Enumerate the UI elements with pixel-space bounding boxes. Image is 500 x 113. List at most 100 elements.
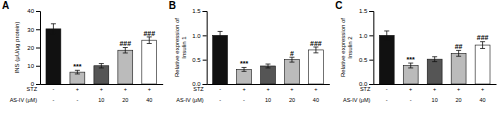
x-tick: 10 <box>265 97 271 103</box>
bar <box>46 29 61 84</box>
error-bar-stem <box>315 47 316 53</box>
error-bar-cap <box>480 41 485 42</box>
x-tick-label: + <box>242 86 245 92</box>
error-bar <box>456 50 461 56</box>
error-bar <box>313 47 318 53</box>
x-tick-label: - <box>386 97 388 103</box>
y-tick: 10 <box>27 63 40 69</box>
y-axis: 010203040 <box>27 8 40 87</box>
x-tick: + <box>76 86 79 92</box>
error-bar-stem <box>268 64 269 68</box>
error-bar-cap <box>51 33 56 34</box>
x-row-label: AS-IV (μM) <box>10 97 37 103</box>
x-tick-label: + <box>290 86 293 92</box>
error-bar-cap <box>289 62 294 63</box>
y-axis-title-line: INS (μU/μg protein) <box>14 22 20 74</box>
x-tick: - <box>52 86 54 92</box>
x-tick-label: - <box>386 86 388 92</box>
x-tick: + <box>433 86 436 92</box>
y-axis-title: INS (μU/μg protein) <box>14 22 20 74</box>
x-tick-label: - <box>219 86 221 92</box>
bar <box>261 66 276 84</box>
x-tick: + <box>457 86 460 92</box>
y-tick-label: 10 <box>27 63 34 69</box>
bar <box>213 35 228 84</box>
x-tick: 40 <box>313 97 319 103</box>
bar <box>308 50 323 84</box>
x-row-label: AS-IV (μM) <box>176 97 203 103</box>
y-tick: 1.5 <box>359 8 373 14</box>
error-bar-stem <box>101 64 102 68</box>
x-tick: 10 <box>98 97 104 103</box>
plot-area <box>46 24 157 84</box>
error-bar-cap <box>313 47 318 48</box>
error-bar-cap <box>456 50 461 51</box>
x-tick: 20 <box>122 97 128 103</box>
error-bar-cap <box>408 67 413 68</box>
y-tick-mark <box>203 35 207 36</box>
x-tick: 40 <box>480 97 486 103</box>
panel: 0.00.51.01.5-++++STZ--102040AS-IV (μM)**… <box>335 0 496 103</box>
x-tick-label: + <box>457 86 460 92</box>
error-bar-cap <box>432 61 437 62</box>
x-axis-row: --102040AS-IV (μM) <box>343 97 486 103</box>
y-axis-line <box>203 12 208 85</box>
x-tick: - <box>386 97 388 103</box>
y-tick-label: 1.0 <box>359 33 368 39</box>
y-tick-label: 1.5 <box>359 8 368 14</box>
x-tick-label: 20 <box>289 97 295 103</box>
x-tick-label: + <box>409 86 412 92</box>
error-bar-cap <box>242 71 247 72</box>
figure: 010203040-++++STZ--102040AS-IV (μM)***##… <box>0 0 500 113</box>
y-axis-title-line: Insulin 2 <box>347 36 353 59</box>
error-bar-stem <box>77 70 78 74</box>
y-tick-label: 0.5 <box>359 57 368 63</box>
annotations: ***#### <box>240 40 322 67</box>
x-row-label: AS-IV (μM) <box>343 97 370 103</box>
error-bar <box>75 70 80 74</box>
x-axis-line <box>41 84 164 85</box>
plot-area <box>379 31 490 84</box>
x-tick-label: 20 <box>122 97 128 103</box>
x-tick-label: - <box>219 97 221 103</box>
y-axis-line <box>36 12 41 85</box>
bar <box>237 69 252 84</box>
y-tick: 0.5 <box>359 57 373 63</box>
y-axis-title-line: Insulin 1 <box>181 36 187 59</box>
error-bar-cap <box>99 67 104 68</box>
y-tick-mark <box>203 60 207 61</box>
y-axis-title-line: Relative expression of <box>174 18 180 77</box>
x-tick: - <box>410 97 412 103</box>
y-tick-label: 40 <box>27 8 34 14</box>
error-bar <box>266 64 271 68</box>
x-tick-label: - <box>52 86 54 92</box>
significance-marker: ### <box>143 30 155 37</box>
significance-marker: *** <box>73 63 81 70</box>
x-tick-label: + <box>76 86 79 92</box>
plot-area <box>213 31 324 84</box>
x-axis-row: -++++STZ <box>360 85 497 92</box>
error-bar <box>218 31 223 39</box>
x-tick-label: + <box>100 86 103 92</box>
error-bar-stem <box>386 31 387 40</box>
y-axis-title-line: Relative expression of <box>340 18 346 77</box>
y-tick-label: 1.0 <box>192 33 201 39</box>
x-axis-line <box>374 84 497 85</box>
error-bar-stem <box>410 63 411 68</box>
error-bar-cap <box>289 57 294 58</box>
bar <box>451 53 466 84</box>
error-bar-cap <box>266 64 271 65</box>
panel-title: B <box>169 0 176 11</box>
bar <box>285 60 300 84</box>
bar <box>118 50 133 84</box>
x-tick: - <box>219 86 221 92</box>
error-bar-cap <box>51 23 56 24</box>
x-tick-label: 40 <box>313 97 319 103</box>
error-bar <box>147 37 152 44</box>
y-axis: 0.00.51.01.5 <box>192 8 207 87</box>
x-tick: 20 <box>289 97 295 103</box>
y-tick-mark <box>36 66 40 67</box>
error-bar-cap <box>123 52 128 53</box>
y-tick: 40 <box>27 8 40 14</box>
x-tick: 20 <box>456 97 462 103</box>
